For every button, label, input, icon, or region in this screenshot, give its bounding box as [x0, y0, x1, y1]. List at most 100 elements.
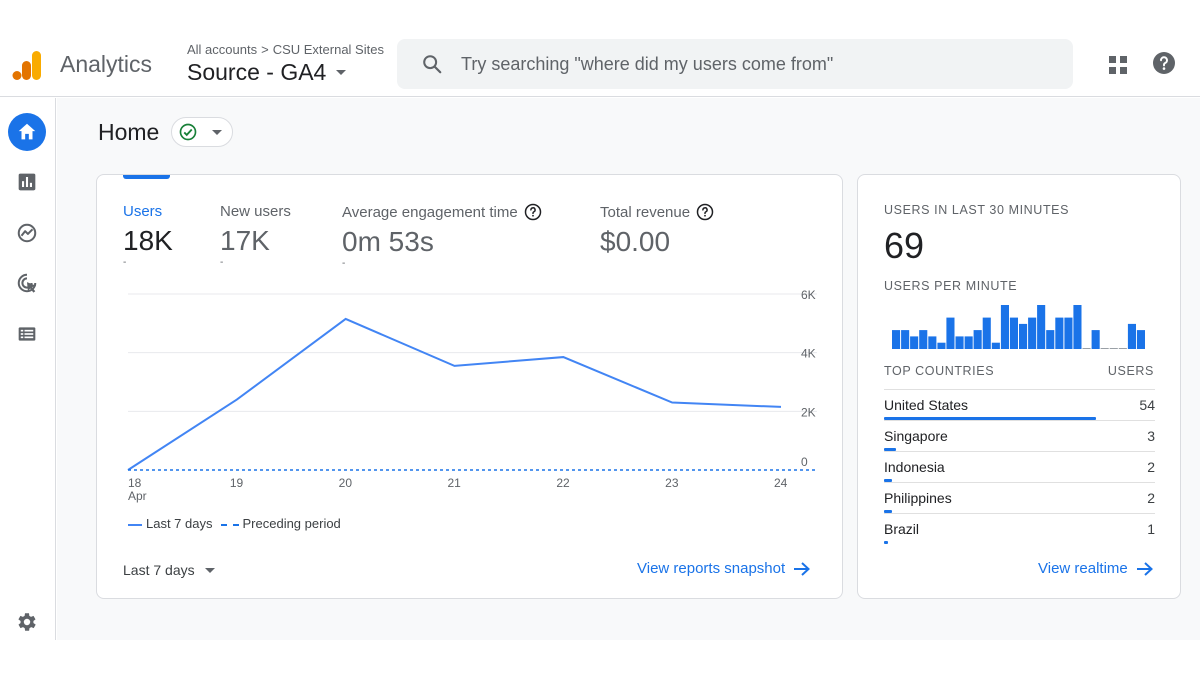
nav-home[interactable]: [8, 113, 46, 151]
minute-bar: [982, 317, 991, 349]
x-tick-label: 24: [774, 476, 788, 490]
search-input[interactable]: [461, 53, 1021, 75]
y-tick-label: 6K: [801, 288, 816, 302]
minute-bar: [1091, 330, 1100, 349]
target-cursor-icon: [17, 273, 37, 293]
minute-bar: [1073, 305, 1082, 349]
nav-configure[interactable]: [8, 315, 46, 353]
breadcrumb-separator: >: [261, 42, 269, 57]
minute-bar: [955, 336, 964, 349]
apps-grid-icon[interactable]: [1107, 54, 1129, 76]
realtime-users-value: 69: [884, 225, 925, 266]
y-tick-label: 2K: [801, 405, 816, 419]
metric-change: -: [123, 257, 127, 268]
country-name: United States: [884, 397, 969, 413]
minute-bar: [1136, 330, 1145, 349]
view-reports-snapshot-link[interactable]: View reports snapshot: [637, 560, 811, 577]
property-name: Source - GA4: [187, 59, 327, 85]
realtime-card: USERS IN LAST 30 MINUTES 69 USERS PER MI…: [857, 174, 1181, 599]
country-row[interactable]: Indonesia 2: [884, 451, 1155, 482]
metric-users[interactable]: Users 18K -: [123, 203, 173, 268]
chart-legend: Last 7 days Preceding period: [128, 516, 341, 531]
country-share-bar: [884, 448, 896, 451]
minute-bar: [1118, 348, 1127, 349]
minute-bar: [1000, 305, 1009, 349]
arrow-right-icon: [794, 561, 811, 576]
search-bar[interactable]: [397, 39, 1073, 89]
active-tab-indicator: [123, 175, 170, 179]
analytics-logo-icon[interactable]: [12, 49, 42, 81]
breadcrumb: All accounts > CSU External Sites: [187, 42, 384, 57]
country-share-bar: [884, 417, 1096, 420]
view-realtime-link[interactable]: View realtime: [1038, 560, 1154, 577]
country-users: 2: [1147, 490, 1155, 506]
minute-bar: [928, 336, 937, 349]
brand-name: Analytics: [60, 51, 153, 77]
metric-value: $0.00: [600, 226, 671, 257]
gear-icon[interactable]: [14, 610, 38, 634]
chevron-down-icon: [204, 567, 215, 573]
x-tick-label: 18: [128, 476, 142, 490]
nav-reports[interactable]: [8, 163, 46, 201]
overview-card: Users 18K - New users 17K - Average enga…: [96, 174, 843, 599]
legend-item-previous: Preceding period: [220, 516, 341, 531]
metric-engagement-time[interactable]: Average engagement time 0m 53s -: [342, 203, 542, 269]
minute-bar: [991, 342, 1000, 349]
country-share-bar: [884, 479, 892, 482]
x-tick-label: 22: [556, 476, 570, 490]
minute-bar: [1109, 348, 1118, 349]
metric-change: -: [220, 257, 224, 268]
country-row[interactable]: Singapore 3: [884, 420, 1155, 451]
legend-label: Preceding period: [242, 516, 341, 531]
breadcrumb-root[interactable]: All accounts: [187, 42, 258, 57]
y-tick-label: 4K: [801, 347, 816, 361]
realtime-users-label: USERS IN LAST 30 MINUTES: [884, 203, 1070, 217]
series-line-last-7-days: [127, 317, 782, 471]
country-row[interactable]: United States 54: [884, 389, 1155, 420]
y-tick-label: 0: [801, 455, 808, 469]
x-tick-label: 20: [339, 476, 353, 490]
chevron-down-icon: [336, 70, 347, 75]
breadcrumb-account[interactable]: CSU External Sites: [272, 42, 384, 57]
country-row[interactable]: Philippines 2: [884, 482, 1155, 513]
minute-bar: [919, 330, 928, 349]
x-tick-label: 21: [448, 476, 462, 490]
help-outline-icon[interactable]: [524, 203, 542, 221]
minute-bar: [1055, 317, 1064, 349]
minute-bar: [1009, 317, 1018, 349]
nav-advertising[interactable]: [8, 264, 46, 302]
top-countries-table: United States 54 Singapore 3 Indonesia 2 Phili…: [884, 389, 1155, 544]
country-name: Brazil: [884, 521, 920, 537]
users-column-header: USERS: [1107, 364, 1154, 378]
page-title: Home: [98, 119, 160, 145]
list-icon: [18, 327, 36, 341]
help-icon[interactable]: [1152, 51, 1176, 75]
nav-explore[interactable]: [8, 214, 46, 252]
country-row[interactable]: Brazil 1: [884, 513, 1155, 544]
users-per-minute-chart: [892, 305, 1145, 349]
app-frame: Analytics All accounts > CSU External Site…: [0, 37, 1200, 640]
chevron-down-icon: [212, 129, 222, 135]
country-name: Philippines: [884, 490, 952, 506]
metric-change: -: [342, 258, 346, 269]
help-outline-icon[interactable]: [696, 203, 714, 221]
legend-swatch: [128, 523, 142, 526]
date-range-selector[interactable]: Last 7 days: [123, 562, 215, 578]
country-users: 2: [1147, 459, 1155, 475]
minute-bar: [946, 317, 955, 349]
search-icon: [423, 55, 442, 74]
minute-bar: [937, 342, 946, 349]
minute-bar: [1019, 323, 1028, 349]
left-nav: [0, 98, 56, 640]
metric-value: 17K: [220, 225, 270, 256]
date-range-label: Last 7 days: [123, 562, 195, 578]
country-name: Indonesia: [884, 459, 945, 475]
metric-label: Average engagement time: [342, 203, 518, 221]
country-share-bar: [884, 541, 888, 544]
metric-total-revenue[interactable]: Total revenue $0.00: [600, 203, 714, 258]
legend-item-current: Last 7 days: [128, 516, 213, 531]
status-dropdown[interactable]: [171, 117, 233, 147]
property-selector[interactable]: Source - GA4: [187, 59, 347, 86]
metric-new-users[interactable]: New users 17K -: [220, 203, 291, 268]
metric-label: Total revenue: [600, 203, 691, 221]
